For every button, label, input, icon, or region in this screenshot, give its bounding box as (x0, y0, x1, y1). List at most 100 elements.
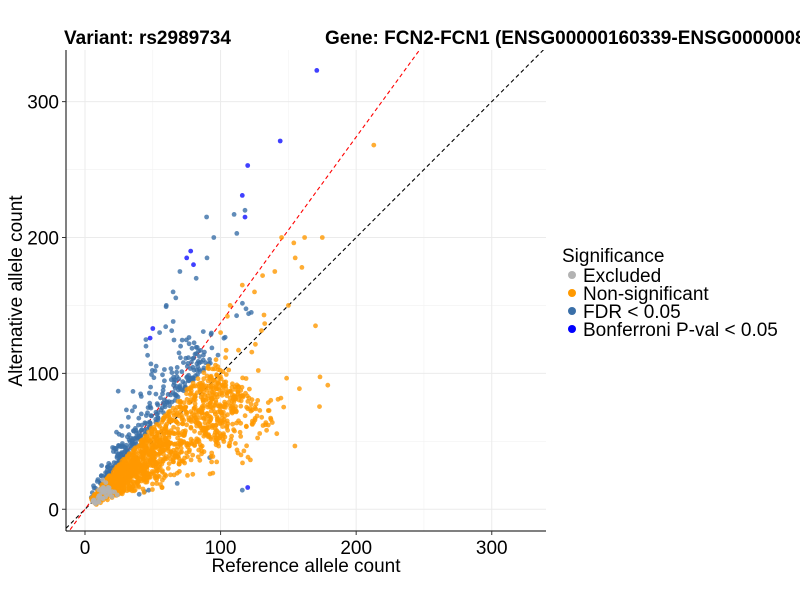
point-nonsig (140, 486, 146, 492)
point-fdr (143, 343, 149, 349)
point-fdr (186, 341, 192, 347)
point-nonsig (266, 408, 272, 413)
point-fdr (178, 343, 184, 349)
point-fdr (116, 431, 122, 437)
point-nonsig (208, 454, 214, 459)
point-nonsig (172, 431, 178, 437)
point-nonsig (224, 423, 230, 429)
y-tick-label-200: 200 (27, 229, 59, 250)
point-fdr (201, 365, 207, 371)
point-nonsig (144, 470, 150, 476)
point-nonsig (205, 393, 211, 398)
point-nonsig (166, 414, 172, 420)
point-nonsig (261, 312, 267, 318)
point-bonferroni (239, 193, 245, 198)
point-fdr (155, 402, 161, 408)
point-nonsig (163, 435, 169, 441)
point-fdr (161, 384, 166, 389)
point-fdr (184, 374, 190, 380)
point-fdr (136, 491, 142, 497)
point-nonsig (196, 438, 202, 444)
legend-key-fdr (568, 307, 576, 315)
point-fdr (162, 404, 168, 410)
point-nonsig (226, 367, 232, 373)
point-bonferroni (184, 255, 190, 261)
point-nonsig (201, 449, 207, 455)
point-nonsig (201, 376, 207, 382)
point-fdr (191, 355, 197, 361)
point-fdr (145, 405, 151, 410)
point-bonferroni (191, 262, 196, 268)
point-nonsig (257, 408, 263, 413)
legend-label-fdr: FDR < 0.05 (583, 302, 681, 323)
point-nonsig (207, 419, 212, 425)
point-nonsig (157, 465, 163, 470)
legend-label-nonsig: Non-significant (583, 284, 709, 305)
point-nonsig (248, 401, 254, 407)
point-fdr (153, 363, 159, 369)
point-fdr (190, 376, 196, 381)
point-fdr (98, 473, 104, 479)
point-nonsig (122, 458, 127, 464)
point-fdr (160, 400, 166, 406)
point-nonsig (213, 362, 218, 368)
point-nonsig (134, 479, 140, 485)
point-nonsig (120, 480, 126, 486)
point-fdr (178, 355, 183, 361)
point-nonsig (237, 429, 243, 435)
point-fdr (125, 414, 131, 420)
point-fdr (240, 300, 245, 306)
point-nonsig (190, 380, 196, 386)
point-fdr (130, 439, 135, 445)
point-nonsig (254, 413, 260, 419)
point-nonsig (142, 460, 148, 466)
point-fdr (130, 389, 136, 394)
point-nonsig (194, 412, 199, 418)
x-axis-title: Reference allele count (211, 556, 401, 577)
point-nonsig (284, 375, 289, 381)
point-fdr (162, 378, 167, 384)
point-fdr (174, 481, 180, 486)
point-nonsig (185, 441, 190, 447)
point-nonsig (205, 425, 210, 431)
point-nonsig (175, 426, 181, 432)
point-nonsig (196, 382, 201, 387)
point-fdr (169, 328, 175, 334)
point-nonsig (227, 440, 233, 446)
point-fdr (193, 344, 199, 350)
point-nonsig (268, 417, 274, 422)
point-fdr (158, 395, 163, 401)
point-nonsig (325, 382, 331, 388)
point-fdr (207, 357, 213, 362)
legend-key-bonf (568, 325, 576, 333)
point-fdr (125, 424, 131, 429)
point-nonsig (186, 400, 192, 406)
point-nonsig (230, 421, 236, 427)
point-nonsig (143, 442, 148, 447)
point-nonsig (255, 368, 261, 373)
point-nonsig (120, 463, 126, 469)
point-bonferroni (147, 335, 153, 341)
point-nonsig (197, 415, 203, 420)
point-nonsig (229, 409, 234, 415)
point-nonsig (264, 427, 269, 433)
point-nonsig (179, 406, 185, 412)
point-excluded (114, 492, 120, 498)
point-nonsig (196, 420, 202, 426)
point-nonsig (181, 439, 187, 444)
point-nonsig (158, 446, 164, 452)
point-nonsig (223, 382, 229, 388)
point-fdr (147, 390, 152, 396)
point-nonsig (178, 399, 184, 405)
point-nonsig (150, 463, 156, 469)
point-nonsig (260, 423, 266, 428)
point-fdr (94, 479, 100, 484)
point-nonsig (214, 392, 220, 397)
point-nonsig (207, 414, 213, 420)
point-nonsig (317, 374, 323, 380)
grid-lines (66, 50, 546, 531)
point-nonsig (186, 449, 192, 455)
point-nonsig (223, 347, 229, 353)
point-fdr (185, 361, 191, 366)
point-nonsig (161, 415, 166, 421)
